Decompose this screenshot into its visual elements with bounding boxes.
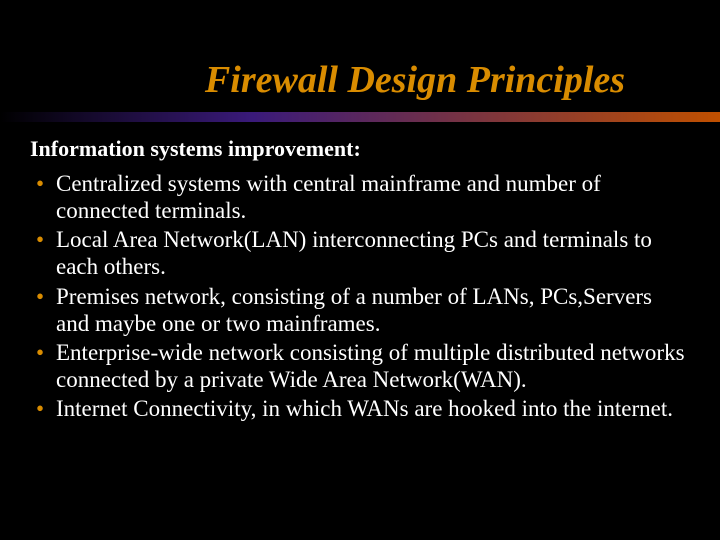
list-item: Centralized systems with central mainfra… (30, 170, 690, 224)
bullet-text: Centralized systems with central mainfra… (56, 171, 601, 223)
list-item: Internet Connectivity, in which WANs are… (30, 395, 690, 422)
slide-title: Firewall Design Principles (0, 0, 720, 108)
bullet-text: Local Area Network(LAN) interconnecting … (56, 227, 652, 279)
bullet-text: Enterprise-wide network consisting of mu… (56, 340, 685, 392)
bullet-text: Internet Connectivity, in which WANs are… (56, 396, 673, 421)
bullet-text: Premises network, consisting of a number… (56, 284, 652, 336)
list-item: Enterprise-wide network consisting of mu… (30, 339, 690, 393)
bullet-list: Centralized systems with central mainfra… (30, 170, 690, 422)
bullet-list-container: Centralized systems with central mainfra… (0, 168, 720, 422)
list-item: Premises network, consisting of a number… (30, 283, 690, 337)
title-underline-gradient (0, 112, 720, 122)
list-item: Local Area Network(LAN) interconnecting … (30, 226, 690, 280)
slide: Firewall Design Principles Information s… (0, 0, 720, 540)
slide-subtitle: Information systems improvement: (0, 122, 720, 168)
